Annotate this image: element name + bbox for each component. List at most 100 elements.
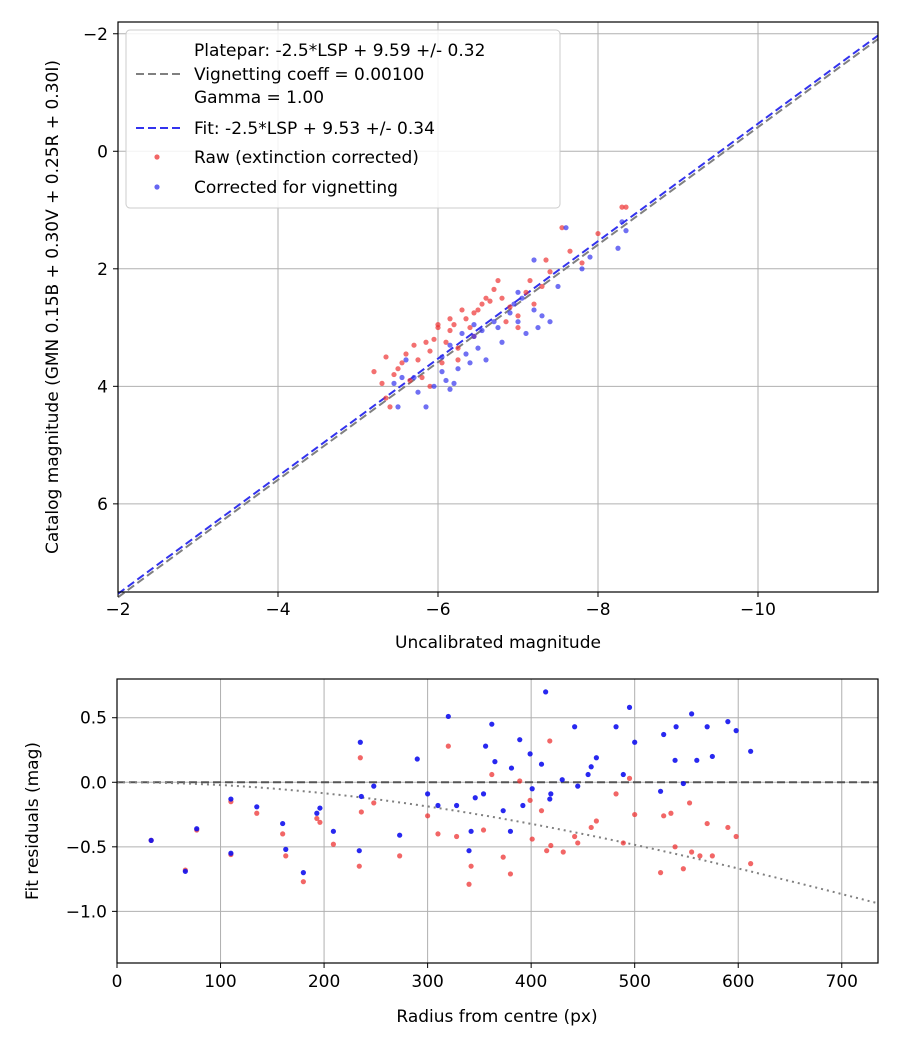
raw-residual-point xyxy=(300,879,306,885)
x-tick-label: 700 xyxy=(826,972,858,992)
raw-residual-point xyxy=(613,791,619,797)
raw-residual-point xyxy=(575,840,581,846)
raw-point xyxy=(495,277,501,284)
raw-residual-point xyxy=(468,863,474,869)
corrected-residual-point xyxy=(626,704,633,711)
corrected-residual-point xyxy=(548,791,554,797)
raw-residual-point xyxy=(357,755,363,761)
raw-residual-point xyxy=(466,881,472,887)
raw-point xyxy=(539,283,545,290)
residuals-grid xyxy=(116,679,878,963)
corrected-residual-point xyxy=(182,868,188,874)
corrected-point xyxy=(499,339,505,345)
residuals-y-axis-label: Fit residuals (mag) xyxy=(23,742,43,900)
corrected-residual-point xyxy=(482,743,489,749)
y-tick-label: 2 xyxy=(97,260,108,280)
raw-point xyxy=(479,301,485,307)
raw-residual-point xyxy=(507,871,514,877)
calibration-fit-lines xyxy=(117,34,879,599)
corrected-residual-point xyxy=(543,689,549,695)
calibration-points xyxy=(371,204,629,410)
raw-residual-point xyxy=(547,738,553,744)
raw-point xyxy=(391,371,397,378)
x-tick-label: −2 xyxy=(105,600,130,620)
corrected-point xyxy=(479,327,485,334)
corrected-residual-point xyxy=(148,837,154,843)
corrected-point xyxy=(579,266,585,272)
legend-raw-marker xyxy=(154,154,160,160)
residuals-ticks: 0 100 200 300 400 500 600 700 0.5 0.0 −0.5 −1.0 xyxy=(66,709,858,992)
corrected-point xyxy=(467,360,473,366)
corrected-point xyxy=(475,345,481,351)
corrected-residual-point xyxy=(358,793,364,800)
corrected-residual-point xyxy=(280,820,286,827)
legend-fit-label: Fit: -2.5*LSP + 9.53 +/- 0.34 xyxy=(194,119,435,139)
raw-residual-point xyxy=(620,840,626,846)
raw-point xyxy=(395,366,401,372)
legend-gamma-label: Gamma = 1.00 xyxy=(194,88,324,108)
corrected-residual-point xyxy=(480,791,487,797)
corrected-residual-point xyxy=(709,753,715,760)
corrected-residual-point xyxy=(689,711,695,717)
corrected-residual-point xyxy=(704,724,710,730)
corrected-residual-point xyxy=(593,755,599,761)
corrected-residual-point xyxy=(330,828,336,834)
residuals-chart: 0 100 200 300 400 500 600 700 0.5 0.0 −0.5 −1.0 Rad… xyxy=(23,678,879,1027)
corrected-residual-point xyxy=(254,804,260,810)
corrected-residual-point xyxy=(527,751,533,757)
legend-platepar-label: Platepar: -2.5*LSP + 9.59 +/- 0.32 xyxy=(194,41,485,61)
corrected-point xyxy=(539,313,545,319)
raw-point xyxy=(463,316,469,322)
corrected-residual-point xyxy=(613,724,619,730)
corrected-point xyxy=(471,322,477,328)
corrected-residual-point xyxy=(672,757,678,763)
corrected-point xyxy=(463,351,469,357)
y-tick-label: 6 xyxy=(97,495,108,515)
corrected-point xyxy=(483,357,489,363)
raw-residual-point xyxy=(725,824,731,831)
raw-point xyxy=(447,316,453,322)
x-tick-label: −8 xyxy=(585,600,610,620)
raw-residual-point xyxy=(454,833,460,840)
residuals-x-axis-label: Radius from centre (px) xyxy=(396,1007,597,1027)
x-tick-label: −6 xyxy=(425,600,450,620)
corrected-point xyxy=(447,342,453,348)
raw-residual-point xyxy=(593,818,599,824)
raw-residual-point xyxy=(560,849,566,855)
corrected-residual-point xyxy=(228,796,234,802)
raw-point xyxy=(499,295,505,301)
raw-point xyxy=(503,319,509,325)
corrected-point xyxy=(531,307,537,313)
y-tick-label: 4 xyxy=(97,377,108,397)
raw-residual-point xyxy=(445,743,451,749)
corrected-residual-point xyxy=(559,777,565,783)
corrected-point xyxy=(415,389,421,395)
raw-point xyxy=(371,369,377,375)
raw-point xyxy=(515,324,521,331)
corrected-point xyxy=(459,330,465,337)
corrected-residual-point xyxy=(694,757,700,763)
raw-point xyxy=(439,360,445,366)
raw-residual-point xyxy=(358,809,364,815)
raw-point xyxy=(403,351,409,357)
legend-raw-label: Raw (extinction corrected) xyxy=(194,148,419,168)
raw-residual-point xyxy=(314,815,320,822)
raw-residual-point xyxy=(709,853,715,859)
corrected-residual-point xyxy=(435,802,441,809)
corrected-residual-point xyxy=(300,870,306,876)
corrected-residual-point xyxy=(507,828,514,834)
raw-residual-point xyxy=(588,824,594,831)
calibration-x-axis-label: Uncalibrated magnitude xyxy=(395,633,601,653)
raw-residual-point xyxy=(538,808,545,814)
corrected-point xyxy=(495,324,501,331)
raw-residual-point xyxy=(529,836,535,842)
y-tick-label: 0.5 xyxy=(80,709,107,729)
corrected-residual-point xyxy=(657,788,664,794)
raw-residual-point xyxy=(689,849,695,855)
raw-residual-point xyxy=(330,841,336,847)
raw-residual-point xyxy=(356,863,362,869)
raw-point xyxy=(531,301,537,307)
corrected-residual-point xyxy=(748,748,754,754)
calibration-y-axis-label: Catalog magnitude (GMN 0.15B + 0.30V + 0… xyxy=(43,60,63,554)
raw-point xyxy=(451,322,457,328)
